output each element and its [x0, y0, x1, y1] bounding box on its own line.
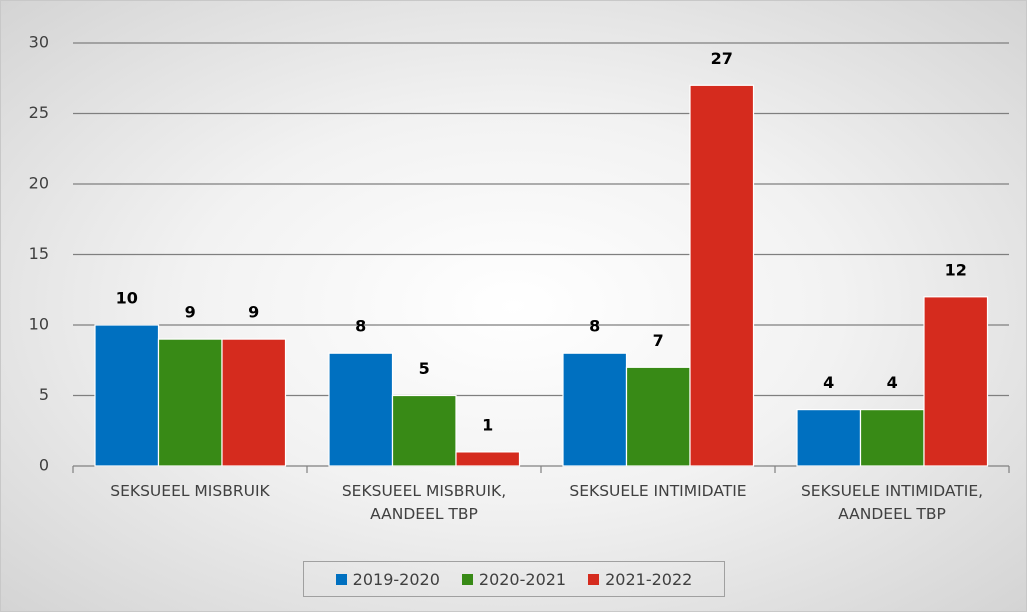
bar	[562, 352, 628, 467]
bar	[157, 338, 223, 467]
value-label: 10	[116, 289, 138, 308]
y-tick-label: 20	[29, 174, 49, 193]
value-label: 27	[711, 49, 733, 68]
legend-label: 2020-2021	[478, 569, 567, 589]
value-label: 12	[945, 260, 967, 279]
x-tick-label: SEKSUELE INTIMIDATIE	[569, 482, 747, 500]
bar	[796, 409, 862, 467]
value-label: 9	[185, 303, 196, 322]
value-label: 8	[589, 317, 600, 336]
legend-item: 2019-2020	[335, 569, 440, 589]
bar	[625, 366, 691, 467]
value-label: 4	[823, 373, 834, 392]
legend-item: 2020-2021	[461, 569, 567, 589]
legend-swatch	[335, 573, 347, 585]
legend-swatch	[588, 573, 600, 585]
y-tick-label: 5	[39, 385, 49, 404]
y-tick-label: 15	[29, 244, 49, 263]
legend-swatch	[461, 573, 473, 585]
y-tick-label: 10	[29, 315, 49, 334]
bar	[689, 84, 755, 467]
y-tick-label: 30	[29, 33, 49, 52]
x-tick-label: SEKSUELE INTIMIDATIE, AANDEEL TBP	[800, 482, 984, 523]
legend-item: 2021-2022	[588, 570, 692, 589]
bar	[328, 352, 394, 467]
bar	[221, 338, 287, 467]
value-label: 5	[419, 359, 430, 378]
bar	[859, 409, 925, 467]
value-label: 4	[887, 373, 898, 392]
x-tick-label: SEKSUEEL MISBRUIK	[110, 482, 270, 500]
legend-label: 2019-2020	[352, 569, 440, 589]
value-label: 7	[653, 331, 664, 350]
bar	[923, 296, 989, 467]
bar	[391, 394, 457, 467]
value-label: 8	[355, 317, 366, 336]
legend: 2019-2020 2020-2021 2021-2022	[303, 561, 725, 597]
x-tick-label: SEKSUEEL MISBRUIK, AANDEEL TBP	[341, 482, 507, 523]
value-label: 9	[248, 303, 259, 322]
legend-label: 2021-2022	[605, 569, 693, 589]
value-label: 1	[482, 415, 493, 434]
bar	[94, 324, 160, 467]
y-tick-label: 25	[29, 103, 49, 122]
y-tick-label: 0	[39, 456, 49, 475]
bar	[455, 451, 521, 467]
